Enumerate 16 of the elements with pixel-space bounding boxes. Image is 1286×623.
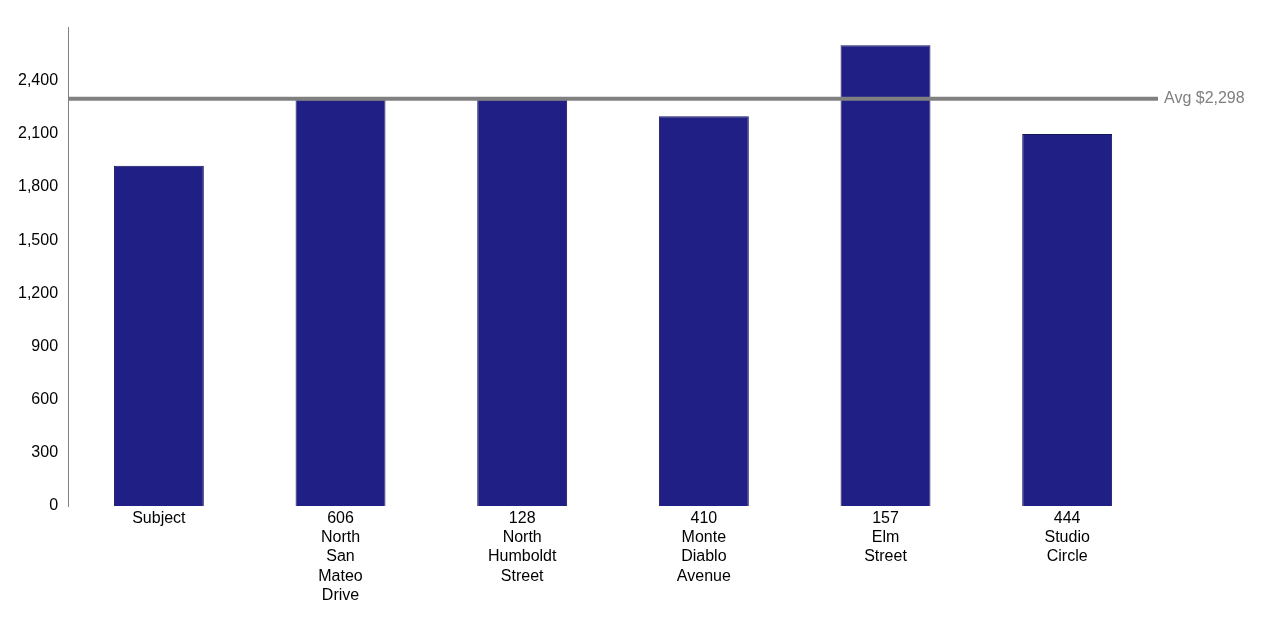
x-tick-label: 606 North San Mateo Drive	[318, 509, 363, 603]
y-tick-label: 1,200	[17, 283, 59, 301]
y-tick-label: 600	[31, 390, 59, 408]
y-tick-label: 0	[49, 496, 59, 514]
y-tick-label: 1,500	[17, 230, 59, 248]
x-tick-label: 444 Studio Circle	[1044, 509, 1090, 565]
x-tick-label: 157 Elm Street	[864, 509, 908, 565]
x-tick-label: 128 North Humboldt Street	[487, 509, 557, 584]
y-tick-label: 2,400	[17, 71, 59, 89]
ref-line-label: Avg $2,298	[1164, 89, 1245, 107]
y-tick-label: 900	[31, 336, 59, 354]
x-tick-label: 410 Monte Diablo Avenue	[676, 509, 731, 584]
y-tick-label: 300	[31, 443, 59, 461]
x-tick-label: Subject	[132, 509, 187, 527]
y-tick-label: 1,800	[17, 177, 59, 195]
y-tick-label: 2,100	[17, 124, 59, 142]
